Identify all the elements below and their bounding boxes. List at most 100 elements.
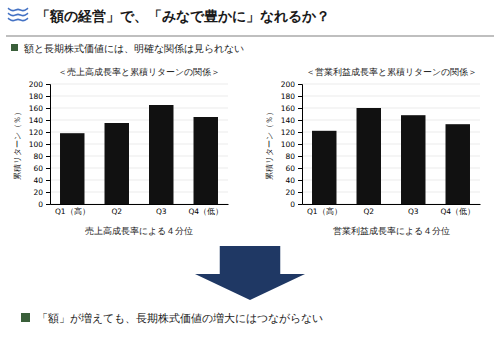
grid-line: [50, 84, 228, 85]
tick: 60: [33, 164, 50, 173]
grid-line: [302, 108, 480, 109]
tick: 100: [29, 140, 50, 149]
chart-panel: 020406080100120140160180200Q1（高）Q2Q3Q4（低…: [13, 67, 229, 236]
bar: [105, 123, 129, 204]
tick: 120: [29, 128, 50, 137]
tick: 40: [285, 176, 302, 185]
tick: 20: [33, 188, 50, 197]
tick-label: 0: [290, 200, 295, 209]
tick: Q4（低）: [188, 207, 223, 216]
grid: [50, 84, 228, 204]
tick: 80: [285, 152, 302, 161]
bar: [357, 108, 381, 204]
grid-line: [50, 96, 228, 97]
tick-label: 0: [38, 200, 43, 209]
tick-label: 160: [29, 104, 44, 113]
tick-label: 60: [285, 164, 295, 173]
tick-mark: [298, 180, 302, 181]
tick-label: 200: [281, 80, 296, 89]
grid-line: [302, 84, 480, 85]
icon-wave: [8, 18, 28, 20]
annotation: 「額」が増えても、長期株式価値の増大にはつながらない: [37, 312, 323, 325]
bar: [446, 124, 470, 204]
tick-mark: [46, 108, 50, 109]
tick-mark: [298, 108, 302, 109]
bullet: [21, 313, 30, 322]
tick-label: Q3: [156, 207, 167, 216]
axis-line: [298, 85, 303, 205]
tick-mark: [46, 168, 50, 169]
tick-label: 120: [281, 128, 296, 137]
tick-mark: [298, 156, 302, 157]
icon: [8, 8, 28, 20]
tick-label: Q2: [111, 207, 122, 216]
y-axis-title: 累積リターン（％）: [265, 108, 274, 180]
tick-mark: [298, 168, 302, 169]
bar: [149, 105, 173, 204]
tick: 80: [33, 152, 50, 161]
tick-mark: [298, 192, 302, 193]
tick-label: 140: [281, 116, 296, 125]
tick: Q2: [363, 207, 374, 216]
tick-label: 100: [29, 140, 44, 149]
tick-mark: [46, 192, 50, 193]
tick-label: Q2: [363, 207, 374, 216]
tick: Q1（高）: [307, 207, 342, 216]
x-axis-title: 売上高成長率による４分位: [85, 226, 193, 236]
tick-label: 80: [33, 152, 43, 161]
tick-label: 180: [281, 92, 296, 101]
arrow: [195, 246, 305, 300]
tick: 160: [29, 104, 50, 113]
tick-mark: [46, 180, 50, 181]
icon-wave: [8, 8, 28, 10]
tick-mark: [298, 96, 302, 97]
tick-label: 140: [29, 116, 44, 125]
tick: 160: [281, 104, 302, 113]
tick: 180: [281, 92, 302, 101]
axis-line: [46, 85, 51, 205]
tick-label: Q4（低）: [440, 207, 475, 216]
bar: [401, 115, 425, 204]
tick-mark: [46, 84, 50, 85]
x-axis: Q1（高） Q2 Q3 Q4（低）: [51, 205, 229, 217]
grid-line: [302, 120, 480, 121]
tick-label: 40: [33, 176, 43, 185]
chart-title: ＜営業利益成長率と累積リターンの関係＞: [306, 67, 477, 77]
tick-mark: [298, 144, 302, 145]
tick-mark: [46, 144, 50, 145]
tick-label: 160: [281, 104, 296, 113]
tick: Q2: [111, 207, 122, 216]
tick-label: Q1（高）: [307, 207, 342, 216]
tick-mark: [298, 204, 302, 205]
tick: Q4（低）: [440, 207, 475, 216]
tick-label: 20: [285, 188, 295, 197]
tick-mark: [298, 120, 302, 121]
tick-label: 80: [285, 152, 295, 161]
tick-mark: [46, 204, 50, 205]
tick-label: 40: [285, 176, 295, 185]
tick-label: 20: [33, 188, 43, 197]
background: [0, 0, 500, 361]
chart-title: ＜売上高成長率と累積リターンの関係＞: [58, 67, 220, 77]
bar: [194, 117, 218, 204]
bar: [312, 131, 336, 204]
tick: 200: [281, 80, 302, 89]
tick: Q1（高）: [55, 207, 90, 216]
chart-panel: 020406080100120140160180200Q1（高）Q2Q3Q4（低…: [265, 67, 481, 236]
tick-label: 120: [29, 128, 44, 137]
bullet: [11, 44, 18, 51]
tick: 0: [290, 200, 302, 209]
chart-root: 「額の経営」で、「みなで豊かに」なれるか？額と長期株式価値には、明確な関係は見ら…: [0, 0, 500, 361]
tick-label: Q1（高）: [55, 207, 90, 216]
bars: [312, 108, 470, 204]
grid-line: [302, 96, 480, 97]
tick-label: 60: [33, 164, 43, 173]
tick: 20: [285, 188, 302, 197]
tick: 140: [281, 116, 302, 125]
tick: 40: [33, 176, 50, 185]
bar: [60, 133, 84, 204]
axis-line: [303, 204, 481, 205]
tick-label: 100: [281, 140, 296, 149]
tick-label: Q4（低）: [188, 207, 223, 216]
y-axis: 020406080100120140160180200: [29, 80, 51, 209]
